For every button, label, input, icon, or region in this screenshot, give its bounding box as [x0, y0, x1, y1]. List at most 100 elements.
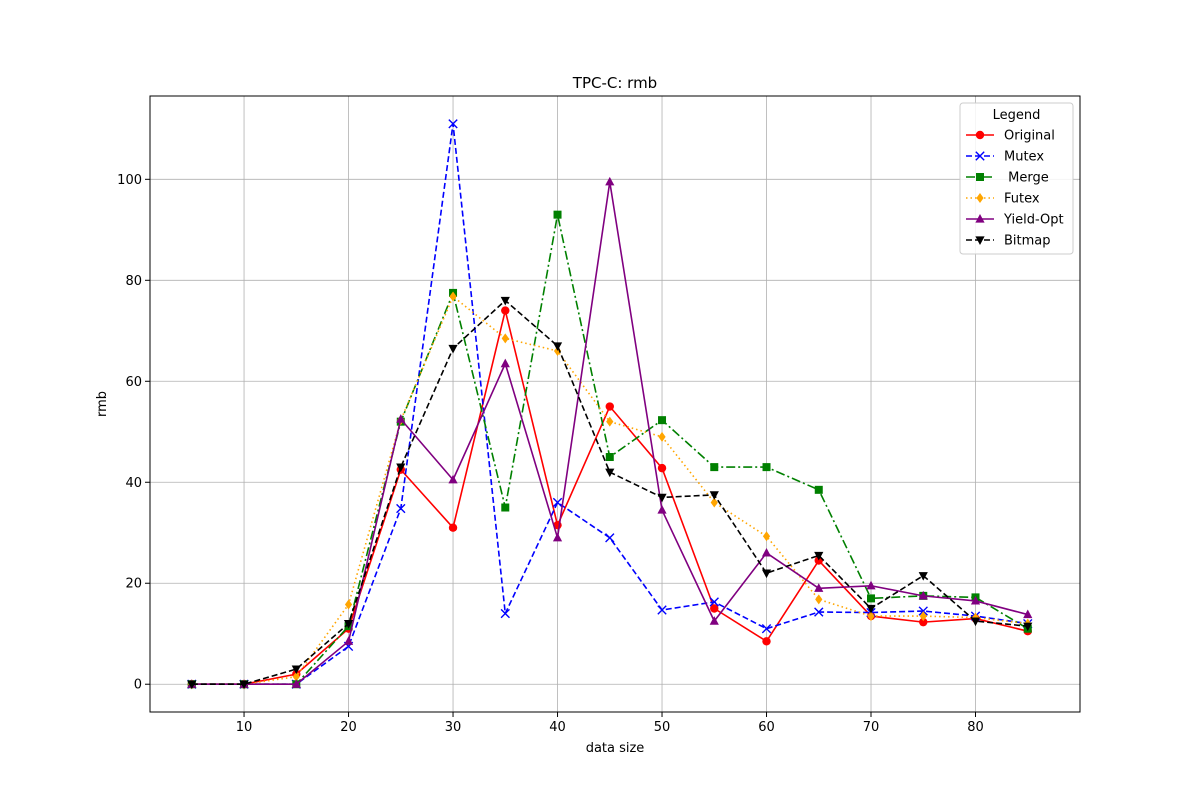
data-point	[187, 680, 197, 690]
series-yield-opt	[187, 176, 1033, 688]
data-point	[762, 531, 771, 542]
data-point	[762, 463, 771, 472]
data-point	[449, 291, 457, 302]
data-point	[501, 333, 509, 344]
data-point	[552, 497, 563, 508]
y-tick-label: 80	[125, 274, 142, 289]
data-point	[657, 463, 667, 473]
data-point	[501, 503, 510, 512]
data-point	[918, 606, 928, 616]
legend-item: Futex	[966, 192, 1040, 207]
series-bitmap	[187, 296, 1033, 690]
data-point	[448, 474, 458, 484]
data-point	[867, 611, 875, 622]
data-point	[918, 572, 928, 581]
data-point	[658, 431, 666, 442]
legend-marker-swatch	[975, 130, 985, 140]
x-tick-label: 80	[967, 720, 984, 735]
data-point	[500, 608, 510, 619]
data-point	[448, 344, 458, 354]
legend-marker-swatch	[976, 193, 984, 203]
data-point	[762, 637, 771, 646]
y-tick-label: 20	[125, 577, 142, 592]
legend-label: Merge	[1004, 171, 1049, 186]
data-point	[657, 505, 667, 514]
data-point	[866, 580, 876, 590]
data-point	[605, 176, 615, 186]
y-tick-label: 100	[117, 173, 142, 188]
axis-ticks: 10 20 30 40 50 60 70 80 0 20 40 60 80 100	[117, 173, 984, 735]
data-point	[605, 533, 615, 543]
data-point	[396, 414, 406, 423]
x-tick-label: 60	[758, 720, 775, 735]
x-tick-label: 40	[549, 720, 566, 735]
series-line	[191, 122, 1028, 686]
data-point	[606, 416, 614, 427]
data-point	[709, 616, 719, 625]
data-point	[814, 607, 824, 617]
data-point	[552, 342, 563, 351]
y-tick-label: 60	[125, 375, 142, 390]
legend-item: Yield-Opt	[966, 213, 1064, 228]
legend-box	[959, 102, 1074, 255]
y-tick-label: 40	[125, 476, 142, 491]
data-point	[866, 604, 876, 614]
y-tick-label: 0	[134, 678, 142, 693]
data-point	[605, 402, 614, 411]
data-point	[709, 597, 719, 607]
legend-marker-swatch	[976, 173, 984, 181]
legend-item: Mutex	[966, 150, 1044, 165]
data-point	[657, 605, 667, 615]
legend-label: Mutex	[1004, 150, 1044, 165]
data-point	[552, 532, 563, 542]
data-point	[448, 119, 458, 129]
data-point	[343, 636, 354, 645]
data-point	[344, 599, 353, 610]
data-point	[239, 680, 249, 690]
plot-frame	[149, 95, 1081, 713]
legend-item: Merge	[966, 171, 1049, 186]
data-point	[970, 595, 981, 605]
legend-label: Bitmap	[1004, 234, 1051, 249]
data-point	[710, 463, 719, 472]
legend-marker-swatch	[975, 214, 985, 223]
data-point	[292, 671, 300, 682]
series-group	[187, 119, 1033, 690]
x-tick-label: 20	[340, 720, 357, 735]
data-point	[291, 665, 301, 675]
data-point	[501, 306, 510, 315]
data-point	[815, 594, 823, 605]
data-point	[814, 485, 823, 494]
data-point	[396, 503, 406, 514]
data-point	[500, 296, 510, 306]
legend-marker-swatch	[975, 151, 985, 161]
data-point	[761, 623, 772, 634]
data-point	[761, 569, 772, 579]
legend-title: Legend	[993, 108, 1041, 123]
data-point	[657, 493, 667, 503]
legend-item: Bitmap	[966, 234, 1051, 249]
x-tick-label: 30	[445, 720, 462, 735]
legend-label: Yield-Opt	[1003, 213, 1064, 228]
data-point	[343, 620, 354, 629]
legend-label: Futex	[1004, 192, 1040, 207]
data-point	[553, 345, 562, 356]
data-point	[448, 523, 458, 532]
data-point	[396, 463, 406, 473]
data-point	[1023, 609, 1033, 619]
data-point	[918, 590, 928, 600]
legend-label: Original	[1004, 129, 1055, 144]
x-tick-label: 50	[654, 720, 671, 735]
data-point	[500, 358, 510, 368]
data-point	[605, 468, 615, 478]
legend: Legend Original Mutex Merge Futex Yield-Opt B…	[959, 102, 1074, 255]
data-point	[709, 491, 719, 500]
data-point	[867, 594, 876, 603]
x-tick-label: 70	[863, 720, 880, 735]
x-tick-label: 10	[236, 720, 253, 735]
data-point	[1023, 622, 1033, 632]
data-point	[814, 551, 824, 561]
y-axis-title: rmb	[95, 391, 110, 417]
